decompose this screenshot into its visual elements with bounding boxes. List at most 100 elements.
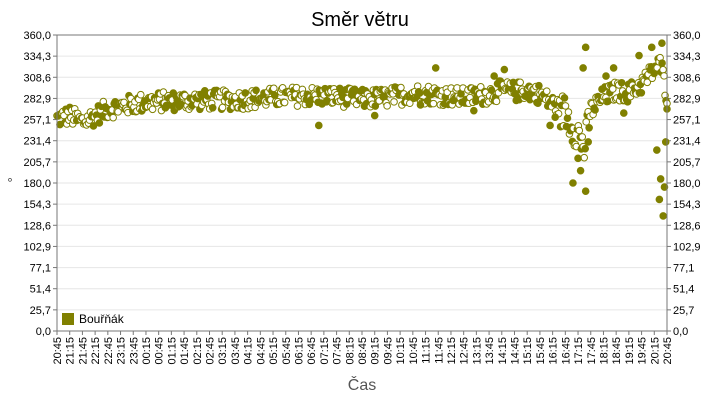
x-tick-label: 01:15: [166, 337, 178, 365]
x-tick-label: 14:15: [497, 337, 509, 365]
x-tick-label: 19:45: [637, 337, 649, 365]
x-tick-label: 09:15: [370, 337, 382, 365]
data-point: [564, 108, 573, 116]
data-point: [581, 144, 590, 153]
x-tick-label: 11:45: [433, 337, 445, 364]
x-tick-label: 15:15: [522, 337, 534, 365]
data-point: [397, 83, 405, 92]
data-point: [516, 78, 524, 87]
data-point: [405, 99, 414, 108]
data-point: [542, 87, 551, 95]
data-point: [252, 86, 260, 95]
x-tick-label: 14:45: [510, 337, 522, 365]
data-point: [635, 51, 643, 60]
data-point: [476, 83, 485, 91]
x-tick-label: 00:15: [141, 337, 153, 365]
x-tick-label: 17:45: [586, 337, 598, 365]
x-tick-label: 07:45: [332, 337, 344, 365]
y-tick-label: 257,1: [673, 115, 701, 127]
chart-title: Směr větru: [311, 9, 409, 31]
y-tick-label: 257,1: [23, 115, 51, 127]
x-tick-label: 23:45: [128, 337, 140, 365]
data-point: [609, 64, 618, 72]
data-point: [500, 65, 509, 74]
y-tick-label: 102,9: [23, 241, 51, 253]
y-tick-label: 231,4: [23, 136, 51, 148]
data-point: [218, 103, 227, 112]
data-point: [546, 121, 554, 130]
x-tick-label: 13:15: [471, 337, 483, 365]
data-point: [658, 39, 666, 48]
x-tick-label: 06:15: [293, 337, 305, 365]
x-tick-label: 22:15: [90, 337, 102, 365]
data-point: [608, 85, 617, 93]
y-tick-label: 308,6: [673, 72, 701, 84]
x-tick-label: 04:15: [243, 337, 255, 365]
data-point: [647, 43, 656, 52]
x-tick-label: 11:15: [421, 337, 433, 364]
data-point: [270, 84, 278, 93]
data-point: [585, 123, 593, 132]
data-point: [578, 133, 587, 141]
x-tick-label: 12:45: [459, 337, 471, 365]
y-tick-label: 51,4: [673, 284, 694, 296]
data-point: [576, 166, 585, 175]
x-tick-label: 01:45: [179, 337, 191, 365]
data-point: [431, 64, 440, 72]
data-point: [293, 102, 302, 110]
data-point: [535, 81, 543, 90]
x-axis: 20:45 21:15 21:45 22:15 22:45 23:15 23:45 00:15…: [52, 331, 674, 365]
y-tick-label: 25,7: [30, 305, 51, 317]
x-tick-label: 16:45: [560, 337, 572, 365]
y-tick-label: 128,6: [23, 220, 51, 232]
x-tick-label: 20:45: [662, 337, 674, 365]
x-tick-label: 10:15: [395, 337, 407, 365]
data-point: [490, 72, 498, 80]
data-point: [660, 183, 669, 191]
x-tick-label: 04:45: [255, 337, 267, 365]
x-tick-label: 02:45: [205, 337, 217, 365]
data-point: [655, 195, 664, 204]
x-tick-label: 12:15: [446, 337, 458, 365]
data-point: [429, 99, 438, 108]
x-tick-label: 03:15: [217, 337, 229, 365]
x-tick-label: 03:45: [230, 337, 242, 365]
x-tick-label: 18:15: [598, 337, 610, 365]
data-point: [148, 105, 157, 114]
y-tick-label: 77,1: [673, 263, 694, 275]
y-tick-label: 205,7: [23, 157, 51, 169]
data-point: [114, 108, 122, 116]
data-point: [584, 138, 593, 146]
data-point: [561, 102, 570, 110]
x-tick-label: 00:45: [154, 337, 166, 365]
data-point: [492, 97, 501, 106]
data-point: [579, 64, 587, 72]
x-tick-label: 18:45: [611, 337, 623, 365]
data-point: [159, 88, 168, 96]
data-point: [581, 43, 590, 52]
x-tick-label: 07:15: [319, 337, 331, 365]
y-tick-label: 128,6: [673, 220, 701, 232]
y-tick-label: 231,4: [673, 136, 701, 148]
x-tick-label: 05:15: [268, 337, 280, 365]
data-point: [95, 119, 104, 127]
data-point: [637, 89, 646, 97]
y-tick-label: 0,0: [673, 326, 688, 338]
data-point: [470, 106, 478, 115]
data-point: [661, 138, 670, 146]
data-point: [136, 90, 145, 99]
y-tick-label: 77,1: [30, 263, 51, 275]
y-tick-label: 154,3: [673, 199, 701, 211]
legend-swatch: [62, 313, 74, 325]
x-tick-label: 20:45: [52, 337, 64, 365]
x-tick-label: 20:15: [649, 337, 661, 365]
y-tick-label: 154,3: [23, 199, 51, 211]
data-point: [591, 106, 599, 114]
x-tick-label: 17:15: [573, 337, 585, 365]
data-point: [109, 113, 117, 122]
data-point: [370, 111, 379, 120]
data-point: [208, 104, 217, 112]
y-tick-label: 282,9: [673, 93, 701, 105]
legend: Bouřňák: [62, 312, 125, 326]
